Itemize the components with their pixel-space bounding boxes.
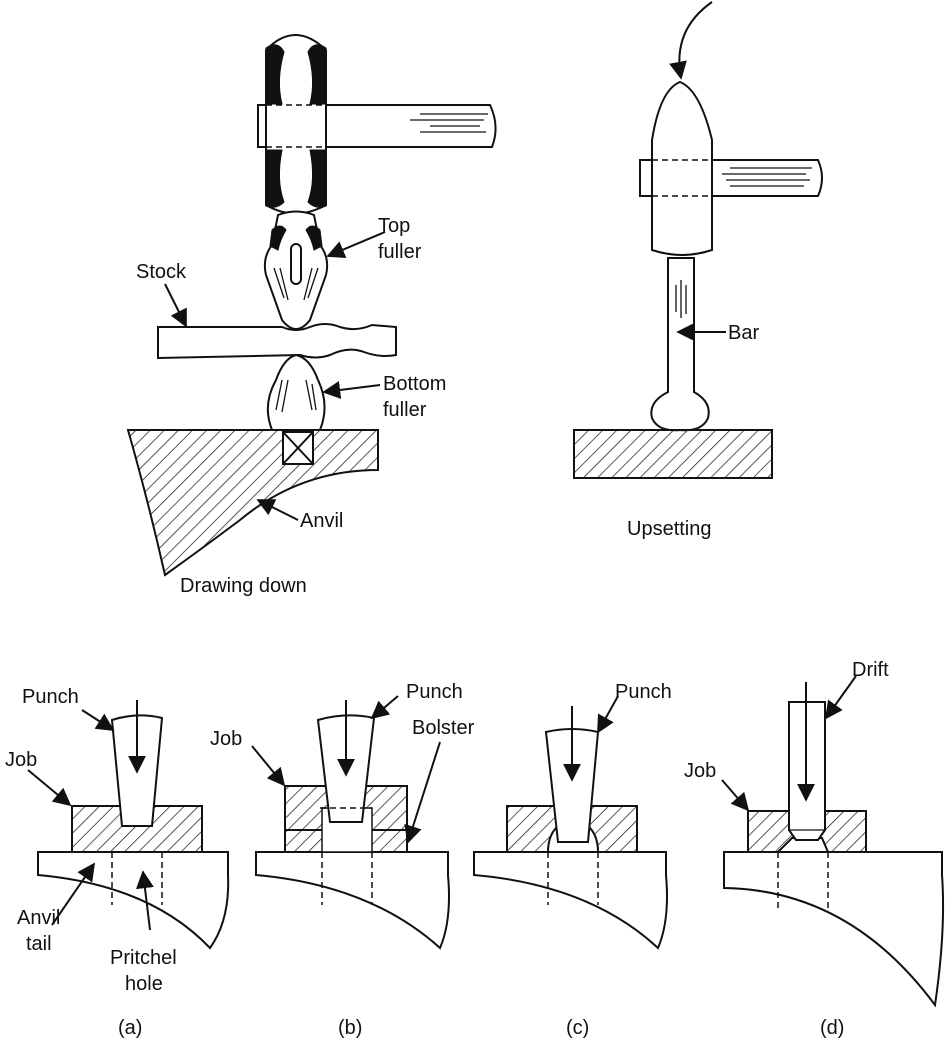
- punching-figure-c: Punch (c): [473, 681, 672, 1039]
- caption-b: (b): [338, 1017, 362, 1039]
- stock-label: Stock: [136, 261, 187, 283]
- caption-c: (c): [566, 1017, 589, 1039]
- top-fuller-label-1: Top: [378, 215, 410, 237]
- anvil-tail-label-2: tail: [26, 933, 52, 955]
- upset-bar: [650, 257, 710, 432]
- punch-label-b: Punch: [406, 681, 463, 703]
- upsetting-figure: Bar Upsetting: [573, 1, 823, 540]
- drift-label: Drift: [852, 659, 889, 681]
- blow-direction-arrow: [669, 1, 713, 80]
- hammer-head: [265, 34, 327, 215]
- upsetting-anvil-block: [573, 429, 773, 479]
- anvil-tail-b: [255, 851, 450, 950]
- anvil-tail-a: [37, 851, 230, 950]
- punch-label-a: Punch: [22, 686, 79, 708]
- bar-label: Bar: [728, 322, 759, 344]
- bottom-fuller-label-1: Bottom: [383, 373, 446, 395]
- drifting-figure-d: Drift Job (d): [684, 659, 945, 1039]
- anvil-tail-d: [723, 851, 945, 1008]
- anvil-label: Anvil: [300, 510, 343, 532]
- anvil-leader: [256, 499, 299, 521]
- anvil-tail-c: [473, 851, 668, 950]
- pritchel-hole-label-1: Pritchel: [110, 947, 177, 969]
- job-label-b: Job: [210, 728, 242, 750]
- top-fuller: [263, 210, 329, 330]
- upsetting-caption: Upsetting: [627, 518, 712, 540]
- caption-d: (d): [820, 1017, 844, 1039]
- punching-figure-b: Punch Job Bolster (b): [210, 681, 475, 1039]
- anvil-tail-label-1: Anvil: [17, 907, 60, 929]
- bottom-fuller-label-2: fuller: [383, 399, 427, 421]
- top-fuller-leader: [326, 231, 386, 259]
- stock-leader: [164, 283, 187, 328]
- pritchel-hole-label-2: hole: [125, 973, 163, 995]
- caption-a: (a): [118, 1017, 142, 1039]
- job-label-d: Job: [684, 760, 716, 782]
- drawing-down-figure: Top fuller Stock Bottom fuller Anvil Dra…: [126, 34, 497, 597]
- punch-c: [544, 728, 600, 843]
- bottom-fuller: [266, 353, 326, 431]
- punch-label-c: Punch: [615, 681, 672, 703]
- job-label-a: Job: [5, 749, 37, 771]
- anvil: [126, 429, 379, 577]
- top-fuller-label-2: fuller: [378, 241, 422, 263]
- stock-bar: [157, 323, 397, 360]
- bolster-label: Bolster: [412, 717, 475, 739]
- punching-figure-a: Punch Job Anvil tail Pritchel hole (a): [5, 686, 230, 1039]
- sledge-head: [651, 80, 713, 256]
- drawing-down-caption: Drawing down: [180, 575, 307, 597]
- bottom-fuller-leader: [322, 381, 381, 399]
